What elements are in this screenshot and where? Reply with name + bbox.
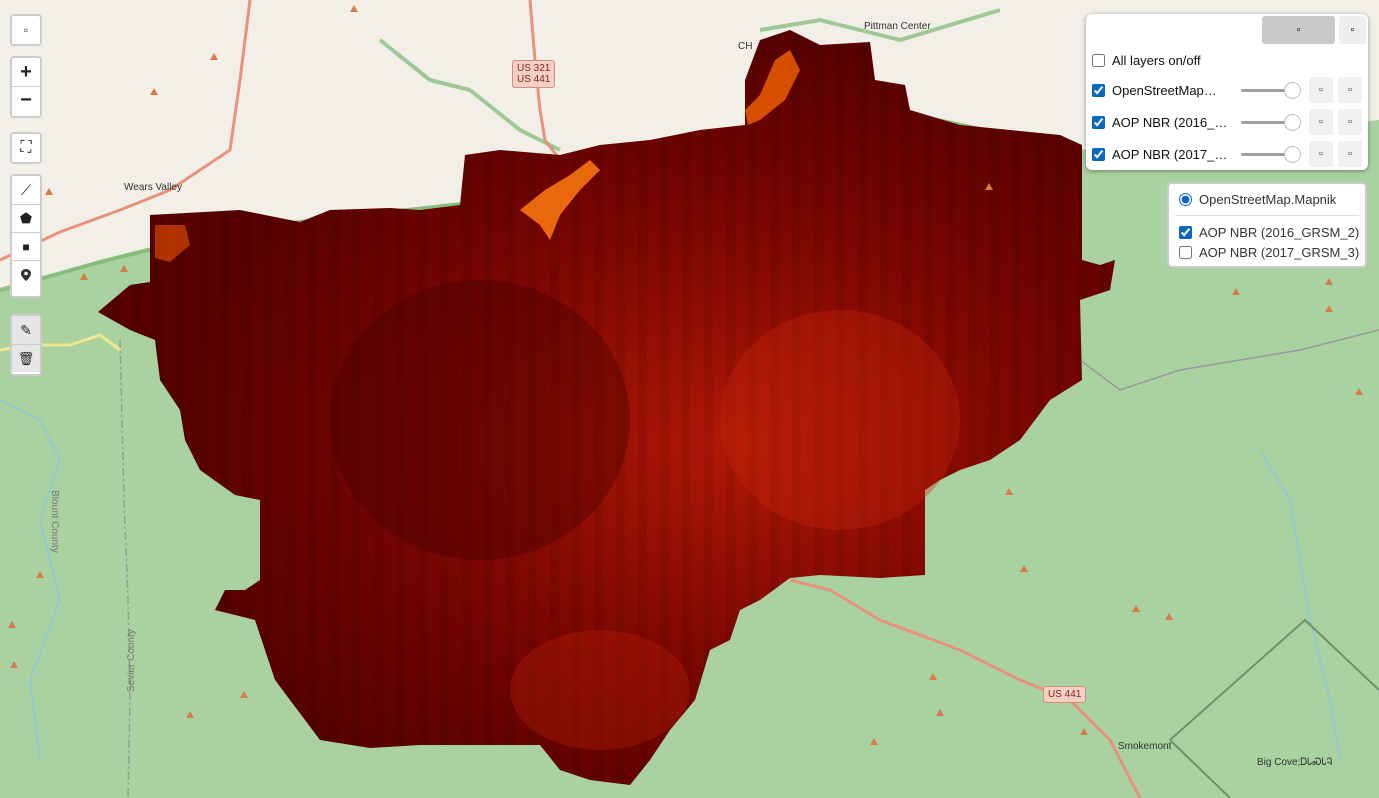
road-shield-us321-us441: US 321 US 441 [512, 60, 556, 88]
layer-remove-button-osm[interactable]: ▫ [1338, 77, 1362, 103]
zoom-in-button[interactable]: + [20, 60, 32, 83]
layer-row-2017: AOP NBR (2017_GRSM_3) [1092, 144, 1228, 164]
peak-markers [8, 5, 1363, 745]
nbr-red-zone-east [720, 310, 960, 530]
county-label-sevier: Sevier County [126, 629, 137, 692]
panel-close-button[interactable]: ▫ [1339, 16, 1366, 44]
overlay-checkbox-2016[interactable] [1179, 225, 1192, 239]
nbr-bright-patch-west [155, 225, 190, 262]
place-label-sep: ; [1297, 757, 1301, 768]
draw-polyline-icon[interactable]: ⟋ [21, 181, 31, 198]
layer-row-2016: AOP NBR (2016_GRSM_2) [1092, 112, 1228, 132]
all-layers-checkbox[interactable] [1092, 53, 1105, 67]
place-label-partial: CH [736, 41, 755, 52]
layer-checkbox-2017[interactable] [1092, 147, 1105, 161]
fullscreen-icon[interactable]: ⛶ [20, 139, 32, 156]
draw-marker-icon[interactable] [12, 260, 40, 288]
nbr-bright-patch-gatlinburg [520, 160, 600, 240]
road-shield-us441: US 441 [517, 74, 551, 85]
layer-settings-button-2017[interactable]: ▫ [1309, 141, 1333, 167]
nbr-red-zone-south [510, 630, 690, 750]
road-us441-south [789, 578, 1142, 798]
all-layers-row: All layers on/off [1092, 50, 1201, 70]
layer-checkbox-2016[interactable] [1092, 115, 1105, 129]
reservation-boundary [1169, 618, 1379, 798]
place-label-wears-valley: Wears Valley [124, 182, 182, 193]
edit-toolbar: ✎ 🗑 [10, 314, 42, 376]
zoom-control: + − [10, 56, 42, 118]
panel-tab-button[interactable]: ▫ [1262, 16, 1335, 44]
layer-row-osm: OpenStreetMap.Mapnik [1092, 80, 1220, 100]
draw-toolbar: ⟋ ⬟ ■ [10, 174, 42, 298]
nbr-bright-patch-north [745, 50, 800, 125]
base-layer-row: OpenStreetMap.Mapnik [1179, 189, 1336, 209]
draw-polygon-icon[interactable]: ⬟ [12, 204, 40, 232]
base-layer-radio-osm[interactable] [1179, 192, 1192, 206]
layers-separator [1175, 215, 1359, 216]
layer-label-osm: OpenStreetMap.Mapnik [1112, 82, 1220, 98]
opacity-slider-2017[interactable] [1241, 145, 1301, 163]
layer-toggle-icon[interactable]: ▫ [23, 23, 29, 37]
river [0, 399, 1341, 761]
layer-settings-button-2016[interactable]: ▫ [1309, 109, 1333, 135]
layer-label-2016: AOP NBR (2016_GRSM_2) [1112, 114, 1228, 130]
fullscreen-control: ⛶ [10, 132, 42, 164]
road-wears-valley [0, 0, 252, 262]
county-label-blount: Blount County [49, 490, 60, 553]
place-label-pittman-center: Pittman Center [864, 21, 931, 32]
edit-layers-icon[interactable]: ✎ [12, 316, 40, 344]
layer-manager-panel: ▫ ▫ All layers on/off OpenStreetMap.Mapn… [1086, 14, 1368, 170]
road-grey-east [1079, 329, 1379, 391]
all-layers-label: All layers on/off [1112, 52, 1201, 68]
zoom-out-button[interactable]: − [12, 86, 40, 114]
road-us321 [528, 0, 562, 161]
opacity-slider-2016[interactable] [1241, 113, 1301, 131]
layer-checkbox-osm[interactable] [1092, 83, 1105, 97]
layer-remove-button-2016[interactable]: ▫ [1338, 109, 1362, 135]
overlay-row-2016: AOP NBR (2016_GRSM_2) [1179, 222, 1359, 242]
overlay-row-2017: AOP NBR (2017_GRSM_3) [1179, 242, 1359, 262]
road-shield-us321: US 321 [517, 63, 551, 74]
opacity-slider-osm[interactable] [1241, 81, 1301, 99]
overlay-label-2017: AOP NBR (2017_GRSM_3) [1199, 244, 1360, 260]
nbr-dark-zone-center [330, 280, 630, 560]
overlay-checkbox-2017[interactable] [1179, 245, 1192, 259]
county-line [119, 339, 131, 798]
place-label-big-cove-chr: ᎠᏓᏍᏓᎸ [1300, 757, 1333, 768]
draw-rectangle-icon[interactable]: ■ [12, 232, 40, 260]
base-layer-label-osm: OpenStreetMap.Mapnik [1199, 191, 1337, 207]
place-label-smokemont: Smokemont [1118, 741, 1172, 752]
map-pin-icon [21, 268, 31, 281]
nbr-stripe-texture [98, 30, 1115, 785]
layers-control-panel: OpenStreetMap.Mapnik AOP NBR (2016_GRSM_… [1167, 182, 1367, 268]
road-shield-us441-south: US 441 [1043, 686, 1087, 703]
layer-settings-button-osm[interactable]: ▫ [1309, 77, 1333, 103]
layer-toggle-control: ▫ [10, 14, 42, 46]
place-label-big-cove-en: Big Cove [1257, 757, 1298, 768]
layer-label-2017: AOP NBR (2017_GRSM_3) [1112, 146, 1228, 162]
place-label-big-cove: Big Cove;ᎠᏓᏍᏓᎸ [1257, 757, 1332, 768]
delete-layers-icon[interactable]: 🗑 [12, 344, 40, 372]
layer-remove-button-2017[interactable]: ▫ [1338, 141, 1362, 167]
overlay-label-2016: AOP NBR (2016_GRSM_2) [1199, 224, 1360, 240]
